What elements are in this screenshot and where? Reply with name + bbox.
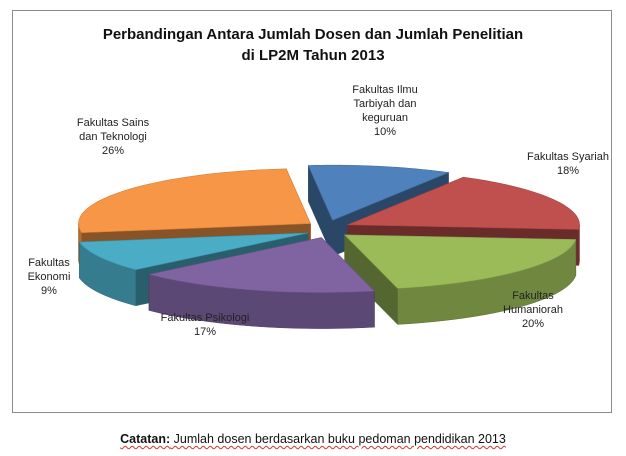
- slice-label-4-line-1: Fakultas Psikologi: [161, 312, 250, 324]
- pie-slice-4: [148, 236, 376, 329]
- slice-label-3: Fakultas Humaniorah 20%: [503, 290, 563, 330]
- chart-title: Perbandingan Antara Jumlah Dosen dan Jum…: [13, 24, 613, 66]
- slice-label-5-line-2: Ekonomi: [28, 271, 71, 283]
- caption: Catatan: Jumlah dosen berdasarkan buku p…: [0, 432, 626, 446]
- slice-label-6-line-1: Fakultas Sains: [77, 117, 150, 129]
- pie-chart: Fakultas Ilmu Tarbiyah dan keguruan 10%Faku…: [28, 84, 609, 338]
- slice-label-6: Fakultas Sains dan Teknologi 26%: [77, 117, 150, 157]
- slice-percent-1: 10%: [374, 126, 396, 138]
- pie-slice-5-top: [78, 232, 309, 271]
- slice-label-1-line-3: keguruan: [362, 112, 408, 124]
- caption-text: Jumlah dosen berdasarkan buku pedoman pe…: [170, 432, 506, 446]
- slice-label-1-line-1: Fakultas Ilmu: [352, 84, 417, 96]
- chart-title-line-1: Perbandingan Antara Jumlah Dosen dan Jum…: [102, 26, 524, 43]
- chart-area: Perbandingan Antara Jumlah Dosen dan Jum…: [12, 10, 612, 413]
- slice-percent-3: 20%: [522, 318, 544, 330]
- slice-label-2-line-1: Fakultas Syariah: [527, 151, 609, 163]
- pie-slice-2-wall: [578, 224, 580, 266]
- pie-slice-3: [343, 234, 577, 326]
- slice-label-3-line-2: Humaniorah: [503, 304, 563, 316]
- slice-percent-4: 17%: [194, 326, 216, 338]
- slice-percent-2: 18%: [557, 165, 579, 177]
- slice-label-5: Fakultas Ekonomi 9%: [28, 257, 71, 297]
- chart-title-line-2: di LP2M Tahun 2013: [241, 47, 385, 64]
- slice-label-5-line-1: Fakultas: [28, 257, 70, 269]
- slice-label-2: Fakultas Syariah 18%: [527, 151, 609, 177]
- pie-slice-2-top: [347, 176, 580, 230]
- pie-slice-6-top: [78, 168, 311, 234]
- pie-slice-1-top: [307, 164, 450, 221]
- slice-percent-6: 26%: [102, 145, 124, 157]
- slice-label-1: Fakultas Ilmu Tarbiyah dan keguruan 10%: [352, 84, 417, 138]
- slice-label-3-line-1: Fakultas: [512, 290, 554, 302]
- slice-label-6-line-2: dan Teknologi: [79, 131, 147, 143]
- pie-slice-4-top: [148, 237, 376, 293]
- slice-label-1-line-2: Tarbiyah dan: [354, 98, 417, 110]
- slice-label-4: Fakultas Psikologi 17%: [161, 312, 250, 338]
- slice-percent-5: 9%: [41, 285, 57, 297]
- pie-slice-3-top: [343, 234, 577, 289]
- caption-prefix: Catatan:: [120, 432, 171, 446]
